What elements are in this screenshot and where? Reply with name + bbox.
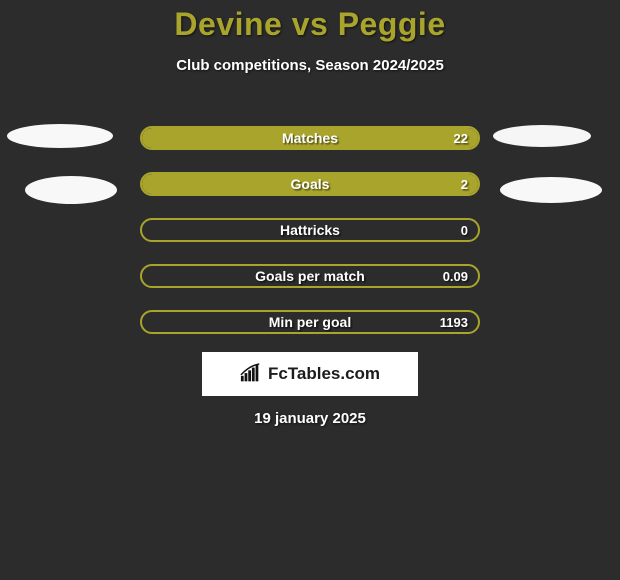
avatar-placeholder — [25, 176, 117, 204]
stat-bar-value: 22 — [454, 128, 468, 148]
stat-bar-value: 0 — [461, 220, 468, 240]
bar-chart-icon — [240, 363, 262, 385]
snapshot-date: 19 january 2025 — [0, 410, 620, 427]
logo-text: FcTables.com — [268, 364, 380, 384]
stat-bar-label: Matches — [142, 128, 478, 148]
stat-bar-value: 2 — [461, 174, 468, 194]
avatar-placeholder — [7, 124, 113, 148]
stat-bar: Matches22 — [140, 126, 480, 150]
stat-bar-label: Hattricks — [142, 220, 478, 240]
fctables-logo: FcTables.com — [202, 352, 418, 396]
subtitle: Club competitions, Season 2024/2025 — [0, 57, 620, 74]
stat-bar: Min per goal1193 — [140, 310, 480, 334]
stat-bar-label: Goals per match — [142, 266, 478, 286]
stat-bar-value: 0.09 — [443, 266, 468, 286]
comparison-bars: Matches22 Goals2 Hattricks0 Goals per match… — [140, 126, 480, 356]
avatar-placeholder — [500, 177, 602, 203]
stat-bar: Goals2 — [140, 172, 480, 196]
page-title: Devine vs Peggie — [0, 0, 620, 43]
stat-bar: Goals per match0.09 — [140, 264, 480, 288]
stat-bar-value: 1193 — [440, 312, 468, 332]
avatar-placeholder — [493, 125, 591, 147]
stat-bar: Hattricks0 — [140, 218, 480, 242]
stat-bar-label: Min per goal — [142, 312, 478, 332]
stat-bar-label: Goals — [142, 174, 478, 194]
